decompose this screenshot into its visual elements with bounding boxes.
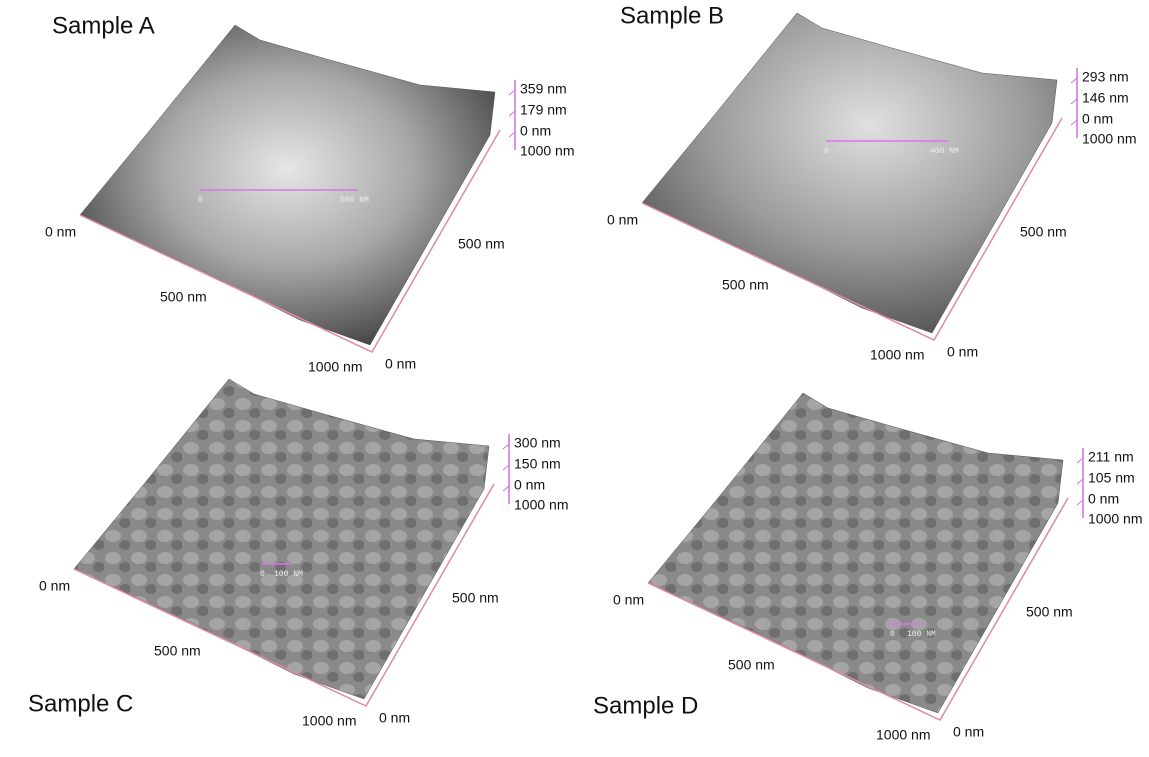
scale-label: 100 NM xyxy=(274,570,303,579)
scale-label: 0 xyxy=(260,570,265,579)
right-mid-label: 500 nm xyxy=(1020,224,1067,240)
front-mid-label: 500 nm xyxy=(728,657,775,673)
z-label: 146 nm xyxy=(1082,90,1129,106)
z-label: 300 nm xyxy=(514,435,561,451)
panel-title: Sample A xyxy=(52,12,155,39)
scale-label: 0 xyxy=(890,630,895,639)
afm-panel: 293 nm 146 nm 0 nm 1000 nm 0 nm 500 nm 1000 nm… xyxy=(607,2,1136,362)
panel-title: Sample D xyxy=(593,692,698,719)
afm-panel: 211 nm 105 nm 0 nm 1000 nm 0 nm 500 nm 1000 nm… xyxy=(593,393,1142,743)
panel-title: Sample B xyxy=(620,2,724,29)
back-label: 1000 nm xyxy=(514,497,568,513)
z-tick xyxy=(1071,99,1077,104)
corner-label: 0 nm xyxy=(379,710,410,726)
scale-label: 0 xyxy=(198,196,203,205)
front-end-label: 1000 nm xyxy=(308,359,362,375)
front-end-label: 1000 nm xyxy=(870,347,924,363)
right-mid-label: 500 nm xyxy=(1026,604,1073,620)
back-label: 1000 nm xyxy=(1082,131,1136,147)
surface xyxy=(648,393,1063,713)
front-end-label: 1000 nm xyxy=(876,727,930,743)
z-label: 359 nm xyxy=(520,81,567,97)
scale-label: 0 xyxy=(824,147,829,156)
corner-label: 0 nm xyxy=(947,344,978,360)
z-tick xyxy=(503,486,509,491)
z-tick xyxy=(509,111,515,116)
front-mid-label: 500 nm xyxy=(160,289,207,305)
z-tick xyxy=(509,132,515,137)
back-label: 1000 nm xyxy=(1088,511,1142,527)
z-label: 211 nm xyxy=(1088,449,1134,465)
afm-panel: 300 nm 150 nm 0 nm 1000 nm 0 nm 500 nm 1000 nm… xyxy=(28,379,568,729)
corner-label: 0 nm xyxy=(953,724,984,740)
z-tick xyxy=(503,444,509,449)
scale-label: 100 NM xyxy=(907,630,936,639)
z-tick xyxy=(1071,120,1077,125)
surface xyxy=(642,13,1057,333)
left-label: 0 nm xyxy=(45,224,76,240)
figure: 359 nm 179 nm 0 nm 1000 nm 0 nm 500 nm 1000 nm… xyxy=(0,0,1149,757)
right-mid-label: 500 nm xyxy=(452,590,499,606)
front-mid-label: 500 nm xyxy=(722,277,769,293)
left-label: 0 nm xyxy=(39,578,70,594)
surface xyxy=(80,25,495,345)
corner-label: 0 nm xyxy=(385,356,416,372)
left-label: 0 nm xyxy=(613,592,644,608)
z-label: 0 nm xyxy=(520,123,551,139)
scale-label: 400 NM xyxy=(930,147,959,156)
z-label: 0 nm xyxy=(514,477,545,493)
right-mid-label: 500 nm xyxy=(458,236,505,252)
scale-label: 500 NM xyxy=(340,196,369,205)
z-label: 105 nm xyxy=(1088,470,1135,486)
z-label: 150 nm xyxy=(514,456,561,472)
z-tick xyxy=(503,465,509,470)
z-tick xyxy=(1071,78,1077,83)
panel-title: Sample C xyxy=(28,690,133,717)
back-label: 1000 nm xyxy=(520,143,574,159)
z-label: 179 nm xyxy=(520,102,567,118)
z-label: 293 nm xyxy=(1082,69,1129,85)
z-tick xyxy=(1077,458,1083,463)
z-label: 0 nm xyxy=(1088,491,1119,507)
z-tick xyxy=(1077,479,1083,484)
surface xyxy=(74,379,489,699)
z-tick xyxy=(1077,500,1083,505)
z-tick xyxy=(509,90,515,95)
z-label: 0 nm xyxy=(1082,111,1113,127)
afm-panel: 359 nm 179 nm 0 nm 1000 nm 0 nm 500 nm 1000 nm… xyxy=(45,12,574,374)
front-end-label: 1000 nm xyxy=(302,713,356,729)
left-label: 0 nm xyxy=(607,212,638,228)
front-mid-label: 500 nm xyxy=(154,643,201,659)
